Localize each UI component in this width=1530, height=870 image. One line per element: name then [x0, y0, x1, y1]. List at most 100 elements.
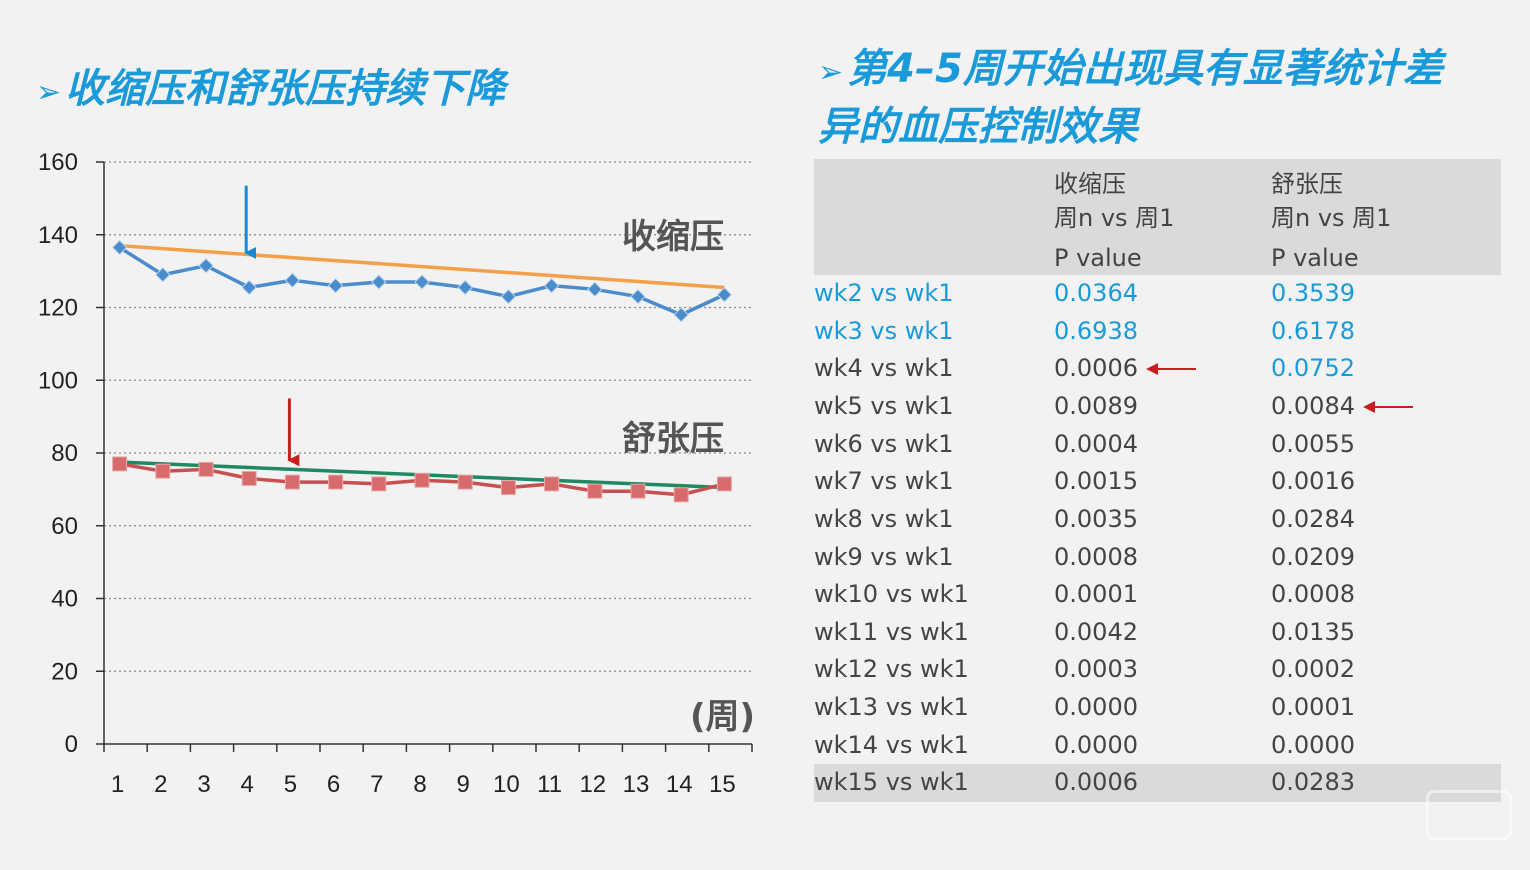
row-label: wk14 vs wk1 — [814, 727, 1054, 765]
header-systolic-pvalue: P value — [1054, 244, 1142, 272]
systolic-p-value: 0.0015 — [1054, 463, 1271, 501]
diastolic-p-value: 0.0209 — [1271, 539, 1501, 577]
diastolic-p-value: 0.0135 — [1271, 614, 1501, 652]
table-row: wk9 vs wk1 0.0008 0.0209 — [814, 539, 1501, 577]
x-tick-label: 13 — [623, 771, 650, 798]
table-header-empty — [814, 159, 1054, 275]
systolic-p-value: 0.0042 — [1054, 614, 1271, 652]
row-label: wk10 vs wk1 — [814, 576, 1054, 614]
point-diastolic — [630, 483, 646, 499]
trend-line-systolic — [119, 243, 725, 290]
right-title: ➢ 第4–5周开始出现具有显著统计差 异的血压控制效果 — [818, 42, 1508, 154]
grid-layer — [104, 161, 752, 672]
systolic-p-value: 0.0364 — [1054, 275, 1271, 313]
diastolic-p-value: 0.0284 — [1271, 501, 1501, 539]
x-tick-label: 11 — [537, 771, 562, 798]
row-label: wk15 vs wk1 — [814, 764, 1054, 802]
table-row: wk5 vs wk1 0.0089 0.0084 — [814, 388, 1501, 426]
row-label: wk6 vs wk1 — [814, 426, 1054, 464]
diastolic-p-value-text: 0.0008 — [1271, 580, 1355, 609]
row-label-text: wk5 vs wk1 — [814, 392, 954, 421]
row-label: wk12 vs wk1 — [814, 651, 1054, 689]
systolic-p-value: 0.0003 — [1054, 651, 1271, 689]
x-tick-label: 8 — [413, 771, 426, 798]
diastolic-p-value-text: 0.0055 — [1271, 429, 1355, 458]
y-tick-label: 60 — [51, 513, 78, 540]
point-systolic — [673, 307, 689, 323]
diastolic-p-value-text: 0.0284 — [1271, 504, 1355, 533]
diastolic-p-value-text: 0.0283 — [1271, 768, 1355, 797]
point-diastolic — [673, 487, 689, 503]
point-diastolic — [371, 476, 387, 492]
systolic-p-value: 0.0000 — [1054, 727, 1271, 765]
table-row: wk8 vs wk1 0.0035 0.0284 — [814, 501, 1501, 539]
header-systolic-name: 收缩压 — [1054, 170, 1126, 198]
systolic-p-value-text: 0.0008 — [1054, 542, 1138, 571]
x-tick-label: 6 — [327, 771, 340, 798]
systolic-p-value: 0.0001 — [1054, 576, 1271, 614]
diastolic-p-value-text: 0.0135 — [1271, 617, 1355, 646]
arrow-left-icon — [1362, 388, 1415, 426]
table-row: wk11 vs wk1 0.0042 0.0135 — [814, 614, 1501, 652]
right-title-line1: 第4–5周开始出现具有显著统计差 — [847, 46, 1443, 92]
point-systolic — [241, 279, 257, 296]
row-label-text: wk12 vs wk1 — [814, 655, 969, 684]
header-diastolic-name: 舒张压 — [1271, 170, 1343, 198]
x-unit-label: (周) — [690, 697, 755, 737]
row-label: wk2 vs wk1 — [814, 275, 1054, 313]
systolic-p-value: 0.0035 — [1054, 501, 1271, 539]
point-systolic — [457, 279, 473, 296]
x-tick-label: 15 — [709, 771, 736, 798]
x-tick-label: 4 — [241, 771, 254, 798]
y-tick-label: 40 — [51, 586, 78, 613]
row-label-text: wk4 vs wk1 — [814, 354, 954, 383]
table-header-systolic: 收缩压 周n vs 周1 P value — [1054, 159, 1271, 275]
point-systolic — [500, 288, 517, 305]
row-label-text: wk3 vs wk1 — [814, 316, 954, 345]
point-diastolic — [112, 456, 128, 472]
arrow-left-icon — [1145, 350, 1198, 388]
point-systolic — [371, 274, 387, 290]
series-label-systolic: 收缩压 — [622, 217, 724, 257]
table-row: wk4 vs wk1 0.0006 0.0752 — [814, 350, 1501, 388]
point-diastolic — [155, 463, 171, 479]
row-label: wk11 vs wk1 — [814, 614, 1054, 652]
diastolic-p-value-text: 0.6178 — [1271, 316, 1355, 345]
systolic-p-value: 0.0089 — [1054, 388, 1271, 426]
row-label: wk5 vs wk1 — [814, 388, 1054, 426]
row-label-text: wk6 vs wk1 — [814, 429, 954, 458]
systolic-p-value: 0.0004 — [1054, 426, 1271, 464]
row-label-text: wk14 vs wk1 — [814, 730, 969, 759]
diastolic-p-value: 0.0008 — [1271, 576, 1501, 614]
point-diastolic — [587, 483, 603, 499]
row-label-text: wk11 vs wk1 — [814, 617, 969, 646]
systolic-p-value-text: 0.0003 — [1054, 655, 1138, 684]
y-tick-label: 80 — [51, 440, 78, 467]
row-label-text: wk9 vs wk1 — [814, 542, 954, 571]
x-tick-label: 12 — [579, 771, 606, 798]
point-systolic — [630, 288, 646, 305]
diastolic-p-value: 0.0002 — [1271, 651, 1501, 689]
systolic-p-value-text: 0.0015 — [1054, 467, 1138, 496]
point-systolic — [587, 281, 603, 298]
table-body: wk2 vs wk1 0.0364 0.3539 wk3 vs wk1 0.6938 0.… — [814, 275, 1501, 802]
y-tick-label: 160 — [38, 149, 78, 176]
diastolic-p-value-text: 0.0084 — [1271, 391, 1355, 420]
bullet-arrow-icon: ➢ — [818, 55, 844, 90]
header-diastolic-pvalue: P value — [1271, 244, 1359, 272]
left-title: ➢ 收缩压和舒张压持续下降 — [36, 62, 505, 120]
systolic-p-value-text: 0.0035 — [1054, 504, 1138, 533]
point-systolic — [111, 239, 128, 256]
point-systolic — [414, 274, 430, 290]
systolic-p-value: 0.0008 — [1054, 539, 1271, 577]
table-header-diastolic: 舒张压 周n vs 周1 P value — [1271, 159, 1501, 275]
diastolic-p-value: 0.6178 — [1271, 313, 1501, 351]
row-label-text: wk8 vs wk1 — [814, 504, 954, 533]
diastolic-p-value: 0.0055 — [1271, 426, 1501, 464]
x-tick-label: 3 — [197, 771, 210, 798]
row-label: wk3 vs wk1 — [814, 313, 1054, 351]
diastolic-p-value: 0.0752 — [1271, 350, 1501, 388]
row-label-text: wk13 vs wk1 — [814, 692, 969, 721]
diastolic-p-value-text: 0.0001 — [1271, 692, 1355, 721]
table-row: wk3 vs wk1 0.6938 0.6178 — [814, 313, 1501, 351]
